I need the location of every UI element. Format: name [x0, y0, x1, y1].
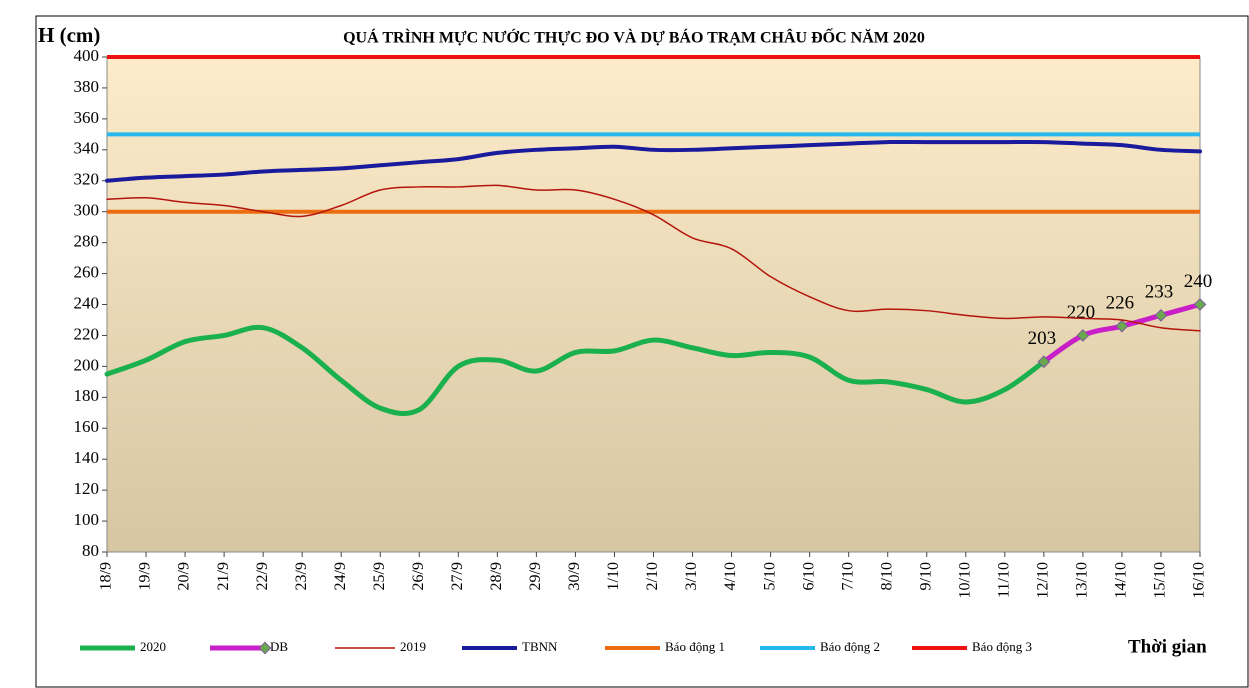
data-label: 226 — [1106, 293, 1135, 314]
y-tick-label: 240 — [74, 293, 100, 312]
legend-label: 2019 — [400, 639, 426, 654]
x-tick-label: 29/9 — [527, 562, 544, 590]
x-tick-label: 22/9 — [254, 562, 271, 590]
x-tick-label: 8/10 — [878, 562, 895, 590]
x-tick-label: 16/10 — [1191, 562, 1208, 598]
y-tick-label: 320 — [74, 170, 100, 189]
y-tick-label: 160 — [74, 417, 100, 436]
series-line — [106, 184, 1201, 332]
legend-label: 2020 — [140, 639, 166, 654]
x-tick-label: 19/9 — [137, 562, 154, 590]
plot-area — [106, 56, 1201, 553]
x-tick-label: 15/10 — [1152, 562, 1169, 598]
x-tick-label: 7/10 — [839, 562, 856, 590]
x-tick-label: 14/10 — [1113, 562, 1130, 598]
legend-label: DB — [270, 639, 288, 654]
y-tick-label: 100 — [74, 510, 100, 529]
point-marker — [1115, 319, 1129, 333]
x-tick-label: 27/9 — [449, 562, 466, 590]
y-tick-label: 220 — [74, 324, 100, 343]
y-tick-label: 360 — [74, 108, 100, 127]
data-label: 240 — [1184, 271, 1213, 292]
y-axis-label: H (cm) — [38, 23, 100, 47]
x-tick-label: 3/10 — [683, 562, 700, 590]
x-tick-label: 28/9 — [488, 562, 505, 590]
x-tick-label: 6/10 — [800, 562, 817, 590]
series-line — [104, 324, 1047, 417]
x-tick-label: 13/10 — [1074, 562, 1091, 598]
point-marker — [1193, 298, 1207, 311]
point-marker — [1154, 308, 1168, 322]
series-line — [105, 139, 1202, 183]
y-tick-label: 300 — [74, 201, 100, 220]
x-axis-label: Thời gian — [1128, 636, 1207, 657]
x-tick-label: 24/9 — [332, 562, 349, 590]
x-tick-label: 11/10 — [995, 562, 1012, 598]
y-tick-label: 120 — [74, 479, 100, 498]
data-label: 220 — [1067, 302, 1096, 323]
legend-label: TBNN — [522, 639, 558, 654]
x-tick-label: 26/9 — [410, 562, 427, 590]
legend-label: Báo động 1 — [665, 639, 725, 654]
y-tick-label: 280 — [74, 232, 100, 251]
legend-marker — [258, 641, 272, 655]
data-label: 233 — [1145, 282, 1174, 303]
y-tick-label: 380 — [74, 77, 100, 96]
y-tick-label: 260 — [74, 262, 100, 281]
point-marker — [1037, 355, 1051, 369]
y-tick-label: 140 — [74, 448, 100, 467]
x-tick-label: 25/9 — [371, 562, 388, 590]
y-tick-label: 180 — [74, 386, 100, 405]
y-tick-label: 80 — [82, 541, 99, 560]
x-tick-label: 1/10 — [605, 562, 622, 590]
x-tick-label: 2/10 — [644, 562, 661, 590]
x-tick-label: 12/10 — [1035, 562, 1052, 598]
y-tick-label: 340 — [74, 139, 100, 158]
x-tick-label: 4/10 — [722, 562, 739, 590]
legend-label: Báo động 2 — [820, 639, 880, 654]
x-tick-label: 10/10 — [956, 562, 973, 598]
point-marker — [1076, 329, 1090, 342]
x-tick-label: 20/9 — [176, 562, 193, 590]
x-tick-label: 30/9 — [566, 562, 583, 590]
x-tick-label: 9/10 — [917, 562, 934, 590]
x-tick-label: 5/10 — [761, 562, 778, 590]
y-tick-label: 200 — [74, 355, 100, 374]
x-tick-label: 23/9 — [293, 562, 310, 590]
y-tick-label: 400 — [74, 46, 100, 65]
chart-title: QUÁ TRÌNH MỰC NƯỚC THỰC ĐO VÀ DỰ BÁO TRẠ… — [343, 27, 925, 47]
x-tick-label: 21/9 — [215, 562, 232, 590]
legend-label: Báo động 3 — [972, 639, 1032, 654]
x-tick-label: 18/9 — [98, 562, 115, 590]
data-label: 203 — [1028, 328, 1057, 349]
